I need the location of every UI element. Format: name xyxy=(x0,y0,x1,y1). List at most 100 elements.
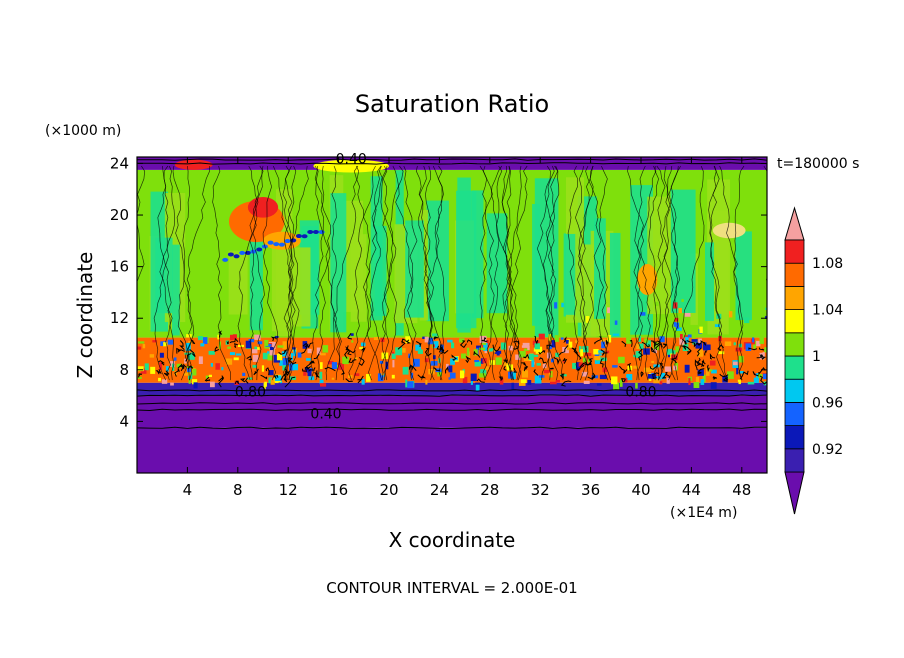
field-cell xyxy=(646,342,651,347)
field-cell xyxy=(523,348,530,351)
field-cell xyxy=(254,334,261,340)
field-cell xyxy=(653,342,660,351)
field-cell xyxy=(152,340,157,343)
field-cell xyxy=(269,347,274,351)
contour-line xyxy=(655,342,663,351)
contour-line xyxy=(563,336,567,344)
contour-line xyxy=(179,363,185,372)
contour-line xyxy=(280,373,287,381)
field-blob xyxy=(227,252,234,257)
field-cell xyxy=(361,378,365,385)
field-cell xyxy=(515,354,521,360)
field-cell xyxy=(709,369,713,372)
field-cell xyxy=(137,376,142,379)
field-cell xyxy=(402,348,406,353)
field-cell xyxy=(412,358,420,367)
field-cell xyxy=(197,336,204,341)
field-cell xyxy=(692,332,696,339)
field-cell xyxy=(576,362,581,371)
field-cell xyxy=(427,337,434,345)
field-cell xyxy=(542,363,547,369)
field-cell xyxy=(297,352,302,358)
field-cell xyxy=(447,339,453,343)
field-cell xyxy=(684,364,690,373)
contour-line xyxy=(668,165,682,381)
contour-line xyxy=(498,376,503,381)
contour-line xyxy=(523,353,530,359)
contour-line xyxy=(501,165,515,381)
field-streak xyxy=(565,234,576,315)
contour-line xyxy=(717,344,725,351)
field-cell xyxy=(640,312,646,316)
contour-line xyxy=(302,342,314,349)
field-cell xyxy=(176,363,183,368)
contour-labels: 0.40 0.80 0.80 0.40 xyxy=(235,151,657,422)
contour-line xyxy=(324,366,336,372)
field-cell xyxy=(354,357,358,360)
contour-line xyxy=(451,354,457,361)
field-cell xyxy=(679,337,685,345)
field-cell xyxy=(282,357,289,366)
field-cell xyxy=(292,363,299,371)
contour-line xyxy=(490,165,503,381)
field-streak xyxy=(456,190,477,329)
contour-line xyxy=(345,345,351,351)
field-cell xyxy=(633,365,639,369)
field-cell xyxy=(159,362,163,370)
field-cell xyxy=(252,364,258,368)
contour-line xyxy=(226,340,229,345)
field-cell xyxy=(562,346,569,354)
contour-line xyxy=(641,341,651,348)
field-cell xyxy=(173,357,177,361)
contour-line xyxy=(709,353,716,360)
field-cell xyxy=(351,340,354,343)
contour-line xyxy=(341,369,345,375)
contour-line xyxy=(696,347,702,357)
field-cell xyxy=(210,363,213,367)
field-cell xyxy=(316,347,321,355)
field-cell xyxy=(674,317,679,322)
contour-line xyxy=(234,343,238,349)
contour-line xyxy=(544,165,559,381)
plot-area xyxy=(137,157,767,473)
contour-line xyxy=(361,347,366,353)
field-cell xyxy=(251,349,258,354)
contour-line xyxy=(157,165,175,381)
field-cell xyxy=(350,333,354,336)
field-cell xyxy=(432,355,436,360)
field-cell xyxy=(624,377,628,383)
y-tick-label: 4 xyxy=(119,412,129,430)
field-streak xyxy=(292,247,311,327)
field-cell xyxy=(700,379,705,385)
field-cell xyxy=(285,351,289,359)
contour-line xyxy=(252,165,265,381)
contour-line xyxy=(308,367,316,372)
contour-line xyxy=(501,165,522,381)
field-cell xyxy=(587,359,591,363)
contour-line xyxy=(553,356,560,365)
x-tick-label: 24 xyxy=(430,481,449,499)
field-streak xyxy=(609,232,621,338)
contour-line xyxy=(159,165,173,381)
contour-line xyxy=(325,165,360,381)
field-patch xyxy=(637,264,658,296)
field-cell xyxy=(264,345,270,349)
x-tick-label: 12 xyxy=(279,481,298,499)
x-axis: 4 8 12 16 20 24 28 32 36 40 44 48 xyxy=(183,157,751,499)
contour-line xyxy=(174,368,180,377)
contour-line xyxy=(481,339,488,343)
field-cell xyxy=(227,346,231,349)
field-cell xyxy=(319,379,324,385)
field-cell xyxy=(598,350,605,353)
field-streak xyxy=(330,193,347,333)
field-cell xyxy=(424,358,429,363)
field-cell xyxy=(550,358,555,363)
contour-line xyxy=(366,165,382,381)
contour-line xyxy=(284,367,290,374)
field-cell xyxy=(256,347,260,350)
field-cell xyxy=(417,349,423,354)
contour-line xyxy=(558,345,569,356)
contour-line xyxy=(345,378,353,383)
field-cell xyxy=(738,355,744,363)
colorbar-segment xyxy=(784,355,805,380)
